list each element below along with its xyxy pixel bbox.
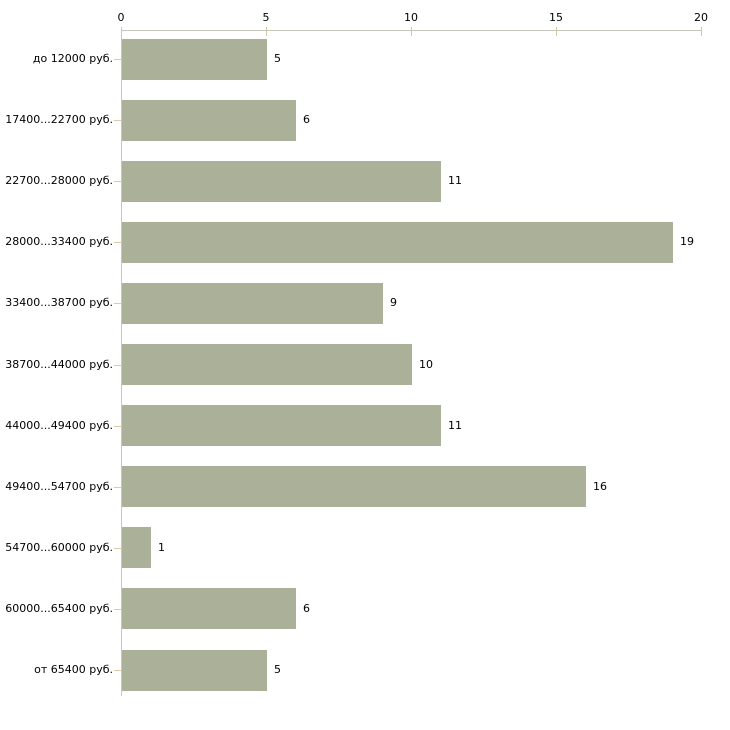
bar (122, 282, 383, 324)
value-label: 9 (390, 296, 397, 310)
bar (122, 649, 267, 691)
category-tick (114, 548, 121, 549)
category-tick (114, 59, 121, 60)
x-axis-tick-label: 5 (262, 11, 270, 24)
y-axis-line (121, 30, 122, 696)
bar (122, 466, 586, 508)
value-label: 1 (158, 540, 165, 554)
bar (122, 160, 441, 202)
category-label: до 12000 руб. (32, 52, 113, 65)
value-label: 6 (303, 113, 310, 127)
x-axis-tick-label: 15 (549, 11, 563, 24)
category-label: 44000...49400 руб. (5, 418, 113, 432)
bar (122, 344, 412, 385)
bar (122, 405, 441, 447)
category-tick (114, 181, 121, 182)
category-label: 60000...65400 руб. (5, 601, 113, 615)
category-tick (114, 487, 121, 488)
x-axis-tick-label: 20 (694, 11, 708, 24)
value-label: 5 (274, 663, 281, 676)
bar (122, 527, 151, 569)
category-label: 54700...60000 руб. (5, 540, 113, 554)
category-tick (114, 120, 121, 121)
category-label: 17400...22700 руб. (5, 113, 113, 127)
value-label: 10 (419, 357, 433, 371)
category-label: 22700...28000 руб. (5, 174, 113, 188)
value-label: 16 (593, 479, 607, 493)
category-label: 38700...44000 руб. (5, 357, 113, 371)
value-label: 11 (448, 418, 462, 432)
x-axis-tick (701, 27, 702, 36)
value-label: 6 (303, 601, 310, 615)
x-axis-tick (266, 27, 267, 36)
value-label: 19 (680, 235, 694, 249)
category-tick (114, 365, 121, 366)
category-tick (114, 670, 121, 671)
category-tick (114, 242, 121, 243)
category-label: 28000...33400 руб. (5, 235, 113, 249)
value-label: 11 (448, 174, 462, 188)
value-label: 5 (274, 52, 281, 65)
x-axis-tick (556, 27, 557, 36)
bar (122, 99, 296, 141)
category-tick (114, 426, 121, 427)
category-tick (114, 609, 121, 610)
category-label: 49400...54700 руб. (5, 479, 113, 493)
bar (122, 221, 673, 263)
x-axis-tick-label: 10 (404, 11, 418, 24)
bar (122, 38, 267, 80)
category-label: от 65400 руб. (34, 663, 113, 676)
category-tick (114, 303, 121, 304)
category-label: 33400...38700 руб. (5, 296, 113, 310)
x-axis-tick-label: 0 (117, 11, 125, 24)
x-axis-tick (411, 27, 412, 36)
x-axis-tick (121, 27, 122, 36)
bar (122, 588, 296, 630)
